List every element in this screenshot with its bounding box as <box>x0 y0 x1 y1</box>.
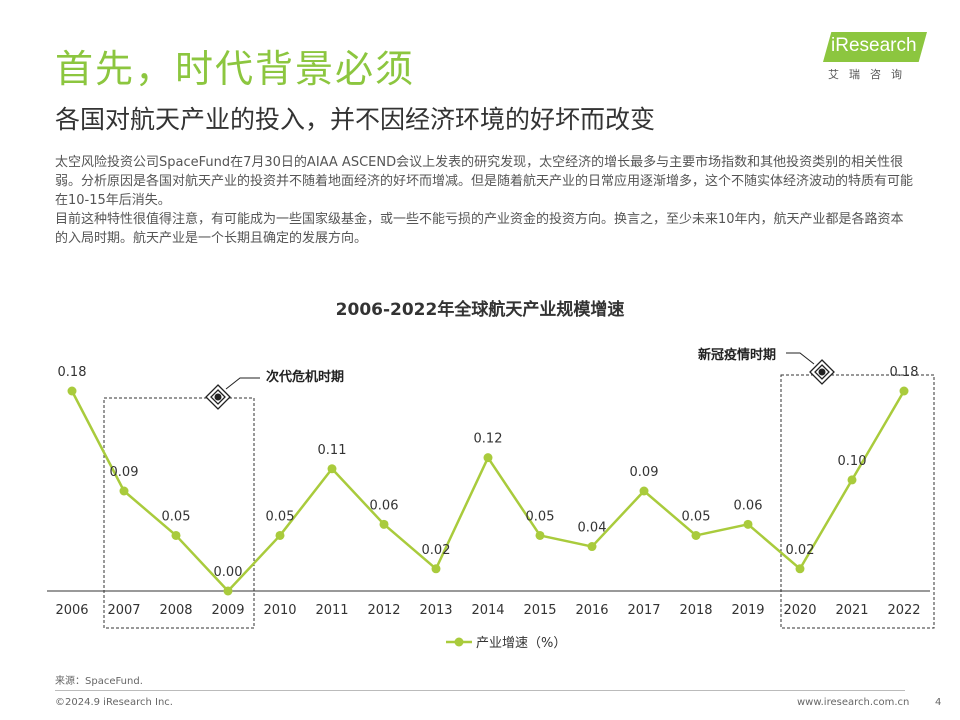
data-label: 0.02 <box>422 543 451 558</box>
x-tick-label: 2010 <box>263 603 296 618</box>
x-tick-label: 2016 <box>575 603 608 618</box>
covid-marker-icon-inner <box>814 364 830 380</box>
x-tick-label: 2022 <box>887 603 920 618</box>
covid-leader-line <box>786 352 815 365</box>
data-label: 0.05 <box>162 509 191 524</box>
annotation-box-covid <box>780 374 935 629</box>
x-tick-label: 2008 <box>159 603 192 618</box>
covid-marker-icon-dot <box>818 368 826 376</box>
logo-wordmark: iResearch <box>831 35 917 56</box>
data-point <box>67 386 77 396</box>
data-point <box>691 530 701 540</box>
data-label: 0.11 <box>318 443 347 458</box>
data-label: 0.05 <box>526 509 555 524</box>
chart-title: 2006-2022年全球航天产业规模增速 <box>335 300 625 320</box>
logo-tagline: 艾瑞咨询 <box>828 68 912 81</box>
x-tick-label: 2018 <box>679 603 712 618</box>
data-label: 0.04 <box>578 521 607 536</box>
x-tick-label: 2019 <box>731 603 764 618</box>
page-subtitle: 各国对航天产业的投入，并不因经济环境的好坏而改变 <box>55 105 656 134</box>
body-text: 太空风险投资公司SpaceFund在7月30日的AIAA ASCEND会议上发表… <box>55 153 915 248</box>
data-label: 0.18 <box>890 365 919 380</box>
x-tick-label: 2014 <box>471 603 504 618</box>
data-point <box>119 486 129 496</box>
data-point <box>535 530 545 540</box>
data-label: 0.18 <box>58 365 87 380</box>
data-point <box>743 519 753 529</box>
data-label: 0.02 <box>786 543 815 558</box>
body-paragraph-1: 太空风险投资公司SpaceFund在7月30日的AIAA ASCEND会议上发表… <box>55 155 914 208</box>
data-point <box>327 464 337 474</box>
legend-marker <box>454 637 464 647</box>
data-point <box>223 586 233 596</box>
logo-badge <box>823 32 927 62</box>
source-note: 来源：SpaceFund. <box>55 676 143 687</box>
x-tick-label: 2017 <box>627 603 660 618</box>
data-label: 0.12 <box>474 432 503 447</box>
data-point <box>899 386 909 396</box>
copyright: ©2024.9 iResearch Inc. <box>55 697 173 708</box>
data-point <box>847 475 857 485</box>
data-point <box>171 530 181 540</box>
data-point <box>431 564 441 574</box>
legend-label: 产业增速（%） <box>476 636 566 651</box>
x-tick-label: 2012 <box>367 603 400 618</box>
iresearch-logo: iResearch 艾瑞咨询 <box>823 32 933 84</box>
page-title: 首先，时代背景必须 <box>55 47 416 91</box>
series-line <box>70 390 906 593</box>
annotation-box-crisis <box>103 397 255 629</box>
data-label: 0.06 <box>370 498 399 513</box>
x-tick-label: 2006 <box>55 603 88 618</box>
x-tick-label: 2015 <box>523 603 556 618</box>
data-point <box>587 542 597 552</box>
x-tick-label: 2013 <box>419 603 452 618</box>
crisis-marker-icon-inner <box>210 389 226 405</box>
crisis-leader-line <box>225 377 260 390</box>
data-label: 0.06 <box>734 498 763 513</box>
data-label: 0.05 <box>682 509 711 524</box>
x-tick-label: 2007 <box>107 603 140 618</box>
data-point <box>483 453 493 463</box>
data-point <box>639 486 649 496</box>
x-tick-label: 2011 <box>315 603 348 618</box>
data-point <box>275 530 285 540</box>
covid-period-label: 新冠疫情时期 <box>698 347 776 363</box>
body-paragraph-2: 目前这种特性很值得注意，有可能成为一些国家级基金，或一些不能亏损的产业资金的投资… <box>55 212 904 246</box>
crisis-marker-icon-dot <box>214 393 222 401</box>
data-label: 0.10 <box>838 454 867 469</box>
page-number: 4 <box>935 697 942 708</box>
x-tick-label: 2009 <box>211 603 244 618</box>
crisis-period-label: 次代危机时期 <box>266 369 344 385</box>
data-label: 0.00 <box>214 565 243 580</box>
data-point <box>795 564 805 574</box>
website-link[interactable]: www.iresearch.com.cn <box>797 697 910 708</box>
footer-divider <box>55 690 905 691</box>
data-point <box>379 519 389 529</box>
x-tick-label: 2020 <box>783 603 816 618</box>
data-label: 0.05 <box>266 509 295 524</box>
data-label: 0.09 <box>630 465 659 480</box>
x-tick-label: 2021 <box>835 603 868 618</box>
data-label: 0.09 <box>110 465 139 480</box>
